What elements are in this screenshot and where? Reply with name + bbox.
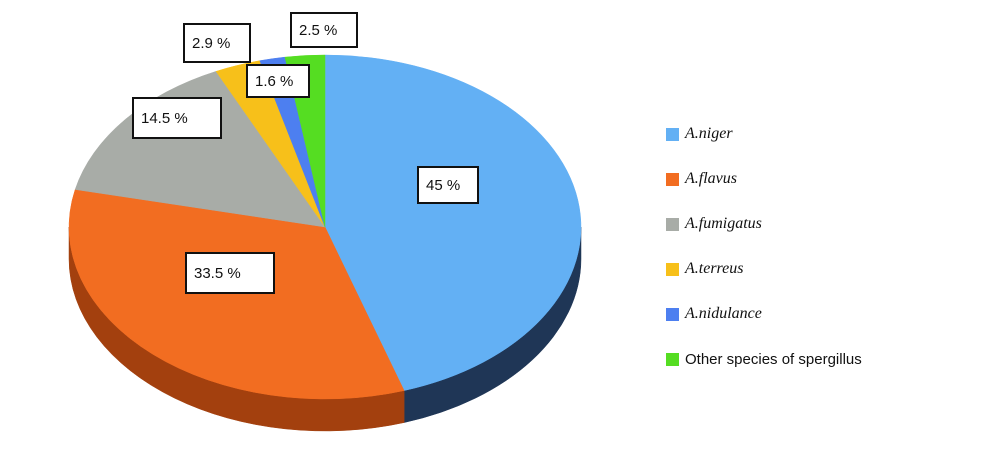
legend: A.niger A.flavus A.fumigatus A.terreus A.nid…: [666, 124, 862, 394]
data-label-text: 2.5 %: [299, 22, 337, 39]
data-label-other-species-of-spergillus: 2.5 %: [290, 12, 358, 48]
legend-swatch: [666, 127, 679, 141]
legend-item-a-fumigatus: A.fumigatus: [666, 214, 862, 234]
data-label-text: 14.5 %: [141, 110, 188, 127]
pie-slice-a-flavus: [68, 189, 405, 400]
pie-tops: [68, 54, 582, 400]
data-label-box: [183, 23, 251, 63]
data-label-box: [132, 97, 222, 139]
data-label-a-niger: 45 %: [417, 166, 479, 204]
data-label-text: 2.9 %: [192, 35, 230, 52]
data-label-text: 45 %: [426, 177, 460, 194]
data-label-a-terreus: 2.9 %: [183, 23, 251, 63]
legend-swatch: [666, 262, 679, 276]
legend-swatch: [666, 307, 679, 321]
legend-item-a-flavus: A.flavus: [666, 169, 862, 189]
legend-swatch: [666, 352, 679, 366]
legend-swatch: [666, 172, 679, 186]
legend-label: A.flavus: [685, 170, 737, 187]
legend-item-other-species-of-spergillus: Other species of spergillus: [666, 349, 862, 369]
legend-item-a-terreus: A.terreus: [666, 259, 862, 279]
data-label-a-fumigatus: 14.5 %: [132, 97, 222, 139]
data-label-a-nidulance: 1.6 %: [246, 64, 310, 98]
legend-label: A.terreus: [685, 260, 744, 277]
data-label-box: [290, 12, 358, 48]
data-label-box: [417, 166, 479, 204]
legend-item-a-nidulance: A.nidulance: [666, 304, 862, 324]
data-label-box: [246, 64, 310, 98]
legend-item-a-niger: A.niger: [666, 124, 862, 144]
pie-slice-a-niger: [324, 54, 582, 391]
data-label-a-flavus: 33.5 %: [185, 252, 275, 294]
legend-label: A.nidulance: [685, 305, 762, 322]
legend-swatch: [666, 217, 679, 231]
pie-data-labels: 45 % 33.5 % 14.5 % 2.9 % 1.6 % 2.5 %: [132, 12, 479, 294]
legend-label: A.fumigatus: [685, 215, 762, 232]
data-label-box: [185, 252, 275, 294]
data-label-text: 33.5 %: [194, 265, 241, 282]
data-label-text: 1.6 %: [255, 73, 293, 90]
legend-label: A.niger: [685, 125, 733, 142]
legend-label: Other species of spergillus: [685, 350, 862, 368]
